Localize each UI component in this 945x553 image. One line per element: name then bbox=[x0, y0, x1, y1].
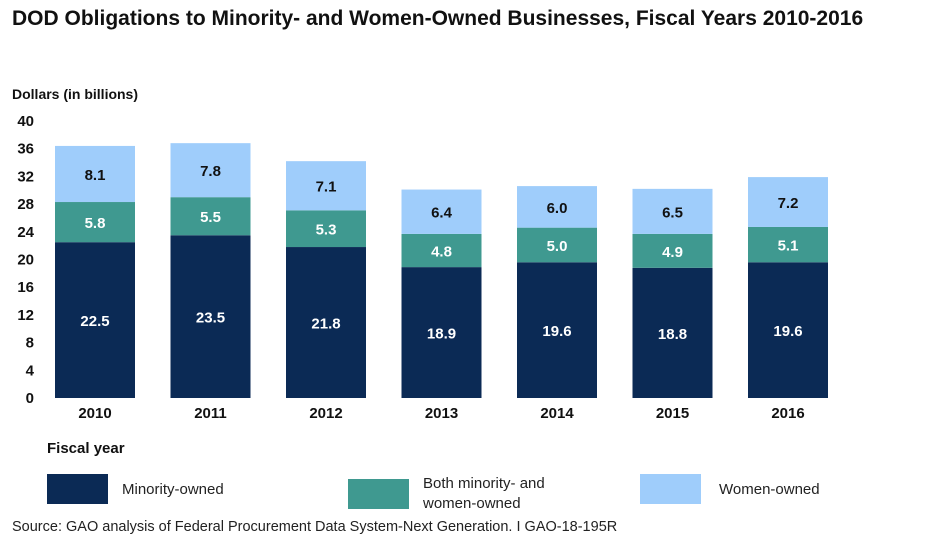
data-label: 18.8 bbox=[658, 326, 687, 343]
bar-segment bbox=[55, 242, 135, 398]
data-label: 7.1 bbox=[316, 179, 337, 196]
data-label: 4.8 bbox=[431, 243, 452, 260]
data-label: 5.3 bbox=[316, 222, 337, 239]
x-tick-label: 2013 bbox=[425, 405, 458, 422]
legend-swatch bbox=[47, 474, 108, 504]
data-label: 18.9 bbox=[427, 326, 456, 343]
y-tick-label: 36 bbox=[17, 141, 34, 158]
data-label: 7.2 bbox=[778, 195, 799, 212]
y-tick-label: 0 bbox=[26, 390, 34, 407]
data-label: 5.8 bbox=[85, 215, 106, 232]
data-label: 19.6 bbox=[773, 323, 802, 340]
bar-segment bbox=[286, 247, 366, 398]
bar-segment bbox=[632, 267, 713, 398]
y-tick-label: 8 bbox=[26, 335, 34, 352]
source-note: Source: GAO analysis of Federal Procurem… bbox=[12, 519, 618, 535]
x-tick-label: 2010 bbox=[78, 405, 111, 422]
data-label: 6.5 bbox=[662, 204, 683, 221]
x-tick-label: 2012 bbox=[309, 405, 342, 422]
y-tick-label: 40 bbox=[17, 113, 34, 130]
y-tick-label: 4 bbox=[26, 362, 35, 379]
legend-item-both: Both minority- and women-owned bbox=[348, 474, 583, 514]
x-tick-label: 2016 bbox=[771, 405, 804, 422]
bar-segment bbox=[170, 197, 251, 236]
bar-segment bbox=[401, 267, 482, 398]
bar-segment bbox=[170, 143, 251, 198]
data-label: 21.8 bbox=[311, 316, 340, 333]
data-label: 22.5 bbox=[80, 313, 109, 330]
bar-segment bbox=[517, 186, 597, 228]
x-tick-label: 2014 bbox=[540, 405, 574, 422]
y-tick-label: 32 bbox=[17, 168, 34, 185]
bar-segment bbox=[401, 189, 482, 234]
x-tick-label: 2011 bbox=[194, 405, 227, 422]
data-label: 5.0 bbox=[547, 238, 568, 255]
legend-item-minority: Minority-owned bbox=[47, 474, 224, 504]
bar-segment bbox=[632, 188, 713, 234]
bar-segment bbox=[748, 226, 828, 263]
y-tick-label: 28 bbox=[17, 196, 34, 213]
chart-title: DOD Obligations to Minority- and Women-O… bbox=[12, 7, 864, 30]
bar-segment bbox=[286, 210, 366, 248]
y-tick-label: 12 bbox=[17, 307, 34, 324]
legend-label: Women-owned bbox=[719, 480, 820, 498]
legend-swatch bbox=[640, 474, 701, 504]
x-tick-label: 2015 bbox=[656, 405, 689, 422]
x-axis-label: Fiscal year bbox=[47, 440, 125, 457]
bar-segment bbox=[170, 235, 251, 398]
data-label: 19.6 bbox=[542, 323, 571, 340]
data-label: 5.1 bbox=[778, 238, 799, 255]
data-label: 4.9 bbox=[662, 244, 683, 261]
bar-segment bbox=[517, 262, 597, 398]
legend-swatch bbox=[348, 479, 409, 509]
bar-segment bbox=[286, 161, 366, 211]
bar-segment bbox=[55, 145, 135, 203]
y-axis-label: Dollars (in billions) bbox=[12, 86, 139, 102]
data-label: 6.4 bbox=[431, 205, 453, 222]
data-label: 23.5 bbox=[196, 310, 225, 327]
bar-segment bbox=[401, 233, 482, 268]
legend-label: Minority-owned bbox=[122, 480, 224, 498]
bar-segment bbox=[517, 227, 597, 263]
bar-segment bbox=[748, 262, 828, 398]
data-label: 7.8 bbox=[200, 163, 221, 180]
data-label: 5.5 bbox=[200, 209, 221, 226]
y-tick-label: 24 bbox=[17, 224, 34, 241]
bar-segment bbox=[55, 202, 135, 243]
data-label: 6.0 bbox=[547, 200, 568, 217]
data-label: 8.1 bbox=[85, 167, 106, 184]
bar-segment bbox=[748, 177, 828, 227]
y-tick-label: 20 bbox=[17, 252, 34, 269]
bar-segment bbox=[632, 233, 713, 268]
legend-item-women: Women-owned bbox=[640, 474, 820, 504]
legend-label: Both minority- and women-owned bbox=[423, 475, 545, 512]
y-tick-label: 16 bbox=[17, 279, 34, 296]
